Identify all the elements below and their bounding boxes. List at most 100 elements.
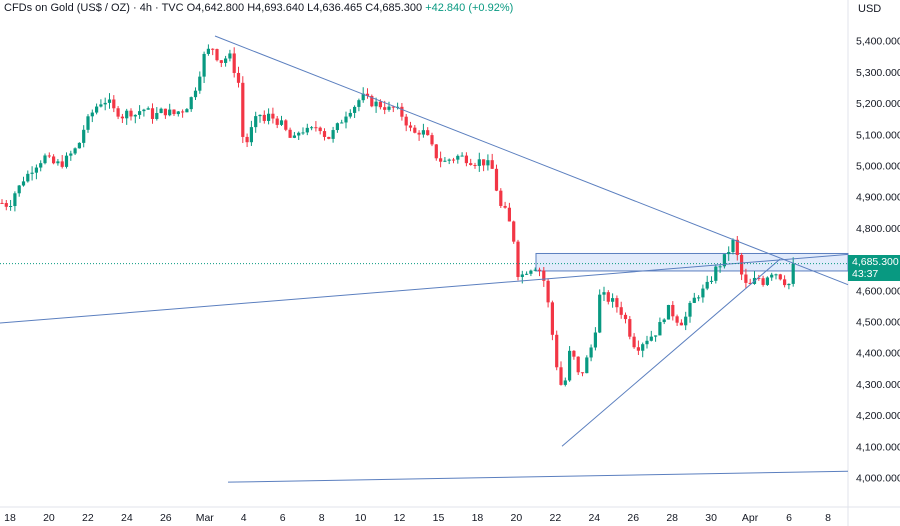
candle-body (408, 125, 413, 128)
candle-body (198, 76, 202, 91)
candle-body (619, 307, 623, 315)
candle-body (215, 49, 219, 61)
candle-body (688, 302, 692, 317)
candle-body (765, 277, 769, 285)
y-tick-label: 4,300.000 (856, 379, 900, 391)
symbol-name[interactable]: CFDs on Gold (US$ / OZ) (4, 2, 130, 14)
candle-body (537, 269, 542, 271)
candle-body (125, 110, 129, 119)
y-tick-label: 4,200.000 (856, 410, 900, 422)
x-tick-label: 6 (786, 512, 792, 524)
candle-body (555, 334, 559, 368)
candle-body (232, 53, 236, 73)
currency-label[interactable]: USD (858, 3, 882, 15)
candle-body (107, 99, 112, 103)
candle-body (787, 283, 791, 286)
candle-body (559, 367, 563, 385)
candle-body (490, 160, 494, 169)
candle-body (585, 357, 589, 374)
candle-body (434, 144, 438, 159)
candle-body (714, 266, 718, 281)
candle-body (305, 127, 309, 133)
candle-body (391, 106, 395, 108)
candle-body (279, 120, 284, 125)
candle-body (757, 277, 761, 279)
candle-body (159, 108, 163, 114)
candle-body (56, 161, 60, 164)
candle-body (82, 129, 86, 143)
candle-body (0, 202, 4, 204)
axes: 4,000.000 4,100.000 4,200.000 4,300.000 4,40… (4, 36, 900, 524)
y-tick-label: 4,800.000 (856, 223, 900, 235)
candle-body (284, 120, 288, 130)
candle-body (632, 336, 636, 348)
candle-body (447, 159, 451, 161)
interval-label[interactable]: 4h (139, 2, 152, 14)
candle-body (593, 332, 597, 348)
candle-body (692, 297, 696, 303)
candle-body (327, 136, 331, 139)
candle-body (770, 274, 774, 278)
y-tick-label: 5,400.000 (856, 36, 900, 48)
candle-body (271, 113, 275, 119)
candle-body (193, 90, 198, 98)
y-tick-label: 5,100.000 (856, 129, 900, 141)
candle-body (740, 254, 744, 275)
candle-body (254, 116, 258, 128)
candle-body (168, 109, 172, 116)
x-tick-label: 22 (82, 512, 94, 524)
x-tick-label: 8 (825, 512, 831, 524)
candle-body (95, 106, 99, 113)
source-label: TVC (161, 2, 184, 14)
x-tick-label: 15 (433, 512, 445, 524)
candle-body (426, 130, 430, 136)
candle-body (30, 172, 34, 174)
x-tick-label: 24 (121, 512, 133, 524)
candle-body (322, 131, 327, 137)
candle-body (211, 48, 215, 50)
candle-body (443, 160, 447, 162)
candle-body (602, 292, 606, 295)
candle-body (86, 116, 90, 130)
candle-body (13, 193, 17, 207)
candle-body (516, 241, 520, 277)
candle-body (456, 155, 460, 160)
candle-body (451, 159, 456, 161)
candle-body (357, 100, 361, 107)
candle-body (546, 280, 550, 303)
candle-body (580, 372, 585, 374)
candle-body (69, 153, 73, 156)
y-tick-label: 4,900.000 (856, 192, 900, 204)
x-tick-label: 10 (355, 512, 367, 524)
candle-body (662, 319, 666, 323)
candle-body (206, 48, 210, 54)
x-tick-label: Mar (196, 512, 215, 524)
candle-body (340, 122, 344, 124)
candle-body (47, 155, 51, 157)
candle-body (611, 298, 615, 302)
candle-body (654, 335, 658, 337)
candle-body (748, 282, 752, 284)
candle-body (120, 116, 124, 119)
candle-body (297, 132, 301, 136)
candle-body (26, 173, 30, 182)
candles (0, 44, 795, 387)
candle-body (103, 102, 107, 105)
x-tick-label: 4 (241, 512, 247, 524)
candle-body (262, 114, 266, 121)
candle-body (21, 181, 26, 186)
countdown-timer: 43:37 (852, 268, 879, 280)
candle-body (34, 167, 38, 173)
x-tick-label: 20 (511, 512, 523, 524)
y-tick-label: 4,100.000 (856, 441, 900, 453)
x-tick-label: 18 (4, 512, 16, 524)
candle-body (679, 322, 683, 326)
candle-body (228, 53, 232, 59)
candle-body (202, 53, 206, 77)
candle-body (589, 347, 593, 358)
y-tick-label: 5,000.000 (856, 161, 900, 173)
candle-body (77, 142, 81, 149)
candle-body (99, 104, 103, 107)
candle-body (529, 270, 533, 274)
